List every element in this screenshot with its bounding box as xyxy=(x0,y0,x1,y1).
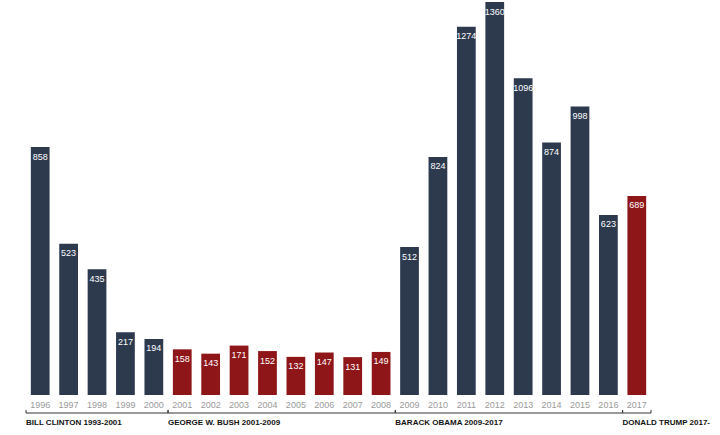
svg-text:2009: 2009 xyxy=(400,400,420,410)
svg-text:2012: 2012 xyxy=(485,400,505,410)
svg-text:1997: 1997 xyxy=(59,400,79,410)
svg-text:1360: 1360 xyxy=(485,7,505,17)
svg-text:2002: 2002 xyxy=(201,400,221,410)
svg-text:874: 874 xyxy=(544,147,559,157)
svg-text:2016: 2016 xyxy=(598,400,618,410)
svg-text:1096: 1096 xyxy=(513,83,533,93)
svg-text:2005: 2005 xyxy=(286,400,306,410)
svg-text:158: 158 xyxy=(175,354,190,364)
svg-text:149: 149 xyxy=(374,356,389,366)
svg-text:435: 435 xyxy=(90,274,105,284)
svg-text:2000: 2000 xyxy=(144,400,164,410)
svg-text:2013: 2013 xyxy=(513,400,533,410)
svg-text:2008: 2008 xyxy=(371,400,391,410)
svg-text:858: 858 xyxy=(33,152,48,162)
svg-text:623: 623 xyxy=(601,219,616,229)
svg-text:2007: 2007 xyxy=(343,400,363,410)
svg-text:132: 132 xyxy=(288,361,303,371)
svg-text:DONALD TRUMP 2017-: DONALD TRUMP 2017- xyxy=(623,418,711,427)
svg-text:2014: 2014 xyxy=(542,400,562,410)
svg-text:1996: 1996 xyxy=(30,400,50,410)
svg-text:147: 147 xyxy=(317,357,332,367)
svg-text:2011: 2011 xyxy=(457,400,476,410)
svg-text:1998: 1998 xyxy=(87,400,107,410)
svg-text:1274: 1274 xyxy=(456,31,476,41)
svg-text:152: 152 xyxy=(260,356,275,366)
svg-text:512: 512 xyxy=(402,252,417,262)
svg-text:BILL CLINTON 1993-2001: BILL CLINTON 1993-2001 xyxy=(26,418,122,427)
svg-text:BARACK OBAMA 2009-2017: BARACK OBAMA 2009-2017 xyxy=(395,418,503,427)
svg-text:131: 131 xyxy=(345,362,360,372)
svg-text:171: 171 xyxy=(232,350,247,360)
svg-text:2017: 2017 xyxy=(627,400,647,410)
svg-text:689: 689 xyxy=(629,200,644,210)
svg-text:523: 523 xyxy=(61,248,76,258)
svg-text:2001: 2001 xyxy=(172,400,192,410)
svg-text:1999: 1999 xyxy=(115,400,135,410)
svg-text:2006: 2006 xyxy=(314,400,334,410)
svg-text:998: 998 xyxy=(572,111,587,121)
svg-text:2003: 2003 xyxy=(229,400,249,410)
svg-text:2015: 2015 xyxy=(570,400,590,410)
svg-text:2004: 2004 xyxy=(257,400,277,410)
svg-text:143: 143 xyxy=(203,358,218,368)
svg-text:824: 824 xyxy=(430,161,445,171)
svg-text:194: 194 xyxy=(146,343,161,353)
svg-text:GEORGE W. BUSH 2001-2009: GEORGE W. BUSH 2001-2009 xyxy=(168,418,281,427)
svg-text:2010: 2010 xyxy=(428,400,448,410)
svg-text:217: 217 xyxy=(118,337,133,347)
